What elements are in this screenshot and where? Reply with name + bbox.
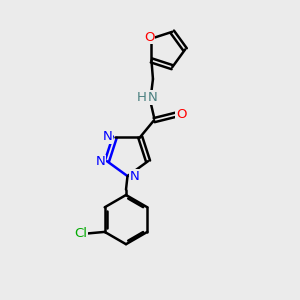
Text: O: O <box>176 108 186 121</box>
Text: N: N <box>148 91 158 104</box>
Text: H: H <box>137 91 147 104</box>
Text: N: N <box>102 130 112 143</box>
Text: Cl: Cl <box>74 227 87 240</box>
Text: N: N <box>95 155 105 168</box>
Text: O: O <box>145 31 155 44</box>
Text: N: N <box>130 169 140 183</box>
